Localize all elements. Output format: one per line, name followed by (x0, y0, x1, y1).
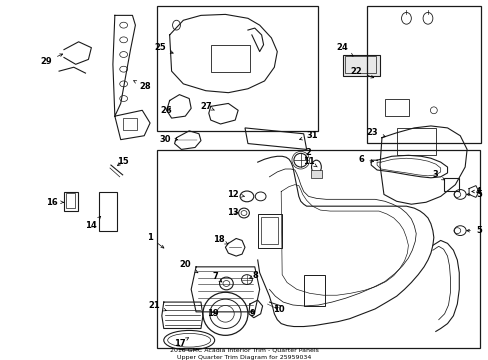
Bar (99, 192, 117, 231)
Text: 31: 31 (299, 131, 318, 140)
Text: 30: 30 (159, 135, 177, 144)
Bar (66, 193, 75, 208)
Text: 19: 19 (206, 309, 218, 318)
Bar (303, 275, 325, 306)
Bar (366, 6, 480, 143)
Text: Upper Quarter Trim Diagram for 25959034: Upper Quarter Trim Diagram for 25959034 (177, 355, 310, 360)
Bar (157, 150, 479, 348)
Text: 15: 15 (117, 157, 128, 166)
Text: 1: 1 (147, 233, 163, 248)
Text: 2016 GMC Acadia Interior Trim - Quarter Panels: 2016 GMC Acadia Interior Trim - Quarter … (169, 347, 318, 352)
Text: 29: 29 (41, 54, 62, 66)
Bar (384, 99, 408, 116)
Bar (122, 118, 137, 130)
Bar (64, 192, 78, 211)
Bar (310, 170, 322, 178)
Text: 14: 14 (85, 216, 101, 230)
Text: 8: 8 (249, 271, 258, 280)
Text: 7: 7 (212, 272, 222, 282)
Text: 12: 12 (227, 190, 244, 199)
Text: 3: 3 (432, 170, 444, 180)
Bar (396, 128, 435, 155)
Text: 11: 11 (302, 157, 317, 167)
Text: 10: 10 (273, 305, 285, 314)
Text: 6: 6 (358, 155, 373, 164)
Text: 4: 4 (471, 187, 481, 196)
Text: 23: 23 (366, 128, 385, 137)
Bar (443, 178, 458, 190)
Text: 20: 20 (179, 260, 198, 273)
Text: 25: 25 (154, 43, 173, 53)
Text: 13: 13 (227, 208, 239, 217)
Text: 5: 5 (466, 190, 481, 199)
Text: 26: 26 (161, 106, 172, 115)
Text: 22: 22 (350, 67, 373, 78)
Text: 17: 17 (173, 338, 188, 348)
Bar (342, 54, 379, 76)
Bar (210, 45, 249, 72)
Text: 9: 9 (249, 309, 255, 318)
Text: 18: 18 (212, 235, 227, 244)
Text: 16: 16 (46, 198, 63, 207)
Bar (260, 217, 278, 244)
Bar (344, 57, 375, 73)
Text: 28: 28 (133, 81, 151, 91)
Text: 24: 24 (335, 43, 352, 56)
Bar (157, 6, 318, 131)
Bar (257, 214, 282, 248)
Text: 5: 5 (466, 226, 481, 235)
Text: 21: 21 (148, 301, 166, 311)
Text: 2: 2 (305, 148, 311, 160)
Text: 27: 27 (200, 102, 214, 111)
